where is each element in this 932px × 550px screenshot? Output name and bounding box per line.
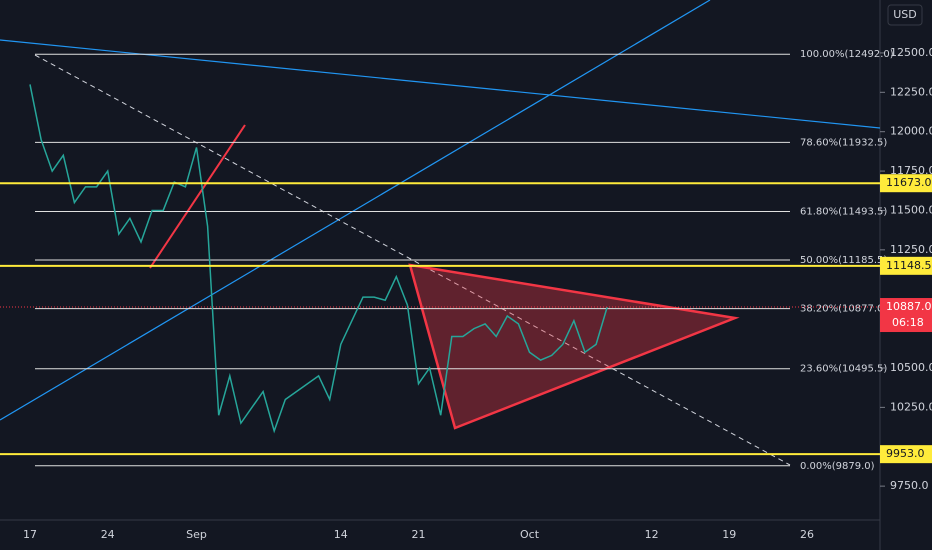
price-box [880,298,932,333]
fib-label: 0.00%(9879.0) [800,461,875,472]
level-label: 11673.0 [886,176,932,189]
trend-line [34,54,791,466]
level-box [880,445,932,464]
y-tick-label: 10500.0 [890,361,932,374]
countdown: 06:18 [892,316,924,329]
triangle-pattern [408,263,740,430]
fib-label: 100.00%(12492.0) [800,49,894,60]
x-tick-label: Sep [186,528,207,541]
currency[interactable]: USD [893,8,917,21]
fib-label: 50.00%(11185.5) [800,255,887,266]
x-tick-label: Oct [520,528,540,541]
y-tick-label: 12500.0 [890,46,932,59]
currency-box[interactable] [887,4,923,26]
x-tick-label: 14 [334,528,348,541]
level-box [880,174,932,193]
y-tick-label: 11500.0 [890,203,932,216]
last-price-label: 10887.0 [886,300,932,313]
x-tick-label: 21 [412,528,426,541]
trend-line [0,0,711,421]
x-tick-label: 17 [23,528,37,541]
level-label: 11148.5 [886,259,932,272]
y-tick-label: 10250.0 [890,400,932,413]
y-tick-label: 9750.0 [890,479,929,492]
fib-label: 78.60%(11932.5) [800,137,887,148]
price-line [29,84,608,434]
fib-label: 38.20%(10877.0) [800,304,887,315]
x-tick-label: 26 [800,528,814,541]
x-tick-label: 24 [101,528,115,541]
level-box [880,256,932,275]
level-label: 9953.0 [886,447,925,460]
y-tick-label: 12000.0 [890,125,932,138]
y-tick-label: 11750.0 [890,164,932,177]
x-tick-label: 19 [722,528,736,541]
y-tick-label: 12250.0 [890,85,932,98]
x-tick-label: 12 [645,528,659,541]
y-tick-label: 11250.0 [890,243,932,256]
fib-label: 61.80%(11493.5) [800,206,887,217]
fib-label: 23.60%(10495.5) [800,364,887,375]
trend-line [149,124,246,269]
